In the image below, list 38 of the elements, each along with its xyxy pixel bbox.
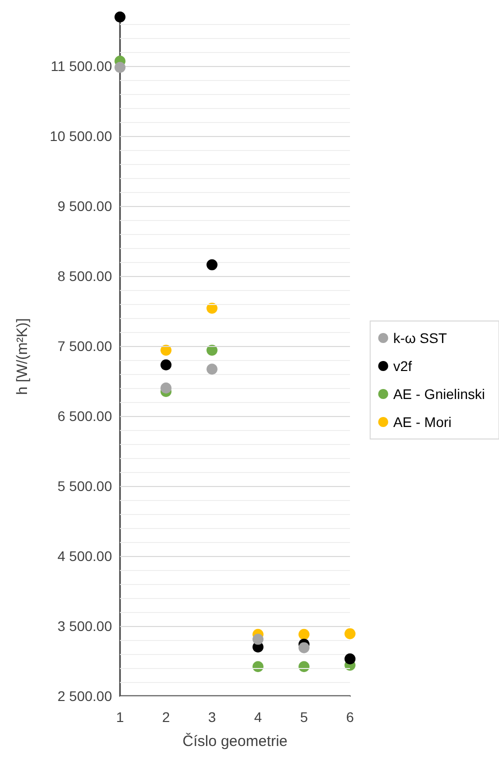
point	[206, 344, 218, 356]
y-tick-label: 11 500.00	[50, 58, 112, 74]
point	[252, 634, 264, 645]
x-tick-label: 4	[254, 709, 262, 725]
point	[206, 364, 218, 375]
point	[206, 259, 218, 270]
y-tick-label: 7 500.00	[58, 338, 112, 354]
point	[206, 302, 218, 314]
point	[114, 62, 126, 73]
x-tick-label: 3	[208, 709, 216, 725]
point	[298, 661, 310, 672]
x-tick-label: 1	[116, 709, 124, 725]
x-axis-title: Číslo geometrie	[182, 732, 288, 750]
point	[160, 344, 172, 356]
y-tick-label: 10 500.00	[50, 128, 112, 144]
point	[344, 653, 356, 664]
point	[344, 628, 356, 640]
point	[114, 12, 126, 22]
legend-label: v2f	[393, 358, 412, 374]
point	[298, 642, 310, 654]
point	[252, 661, 264, 672]
point	[160, 359, 172, 370]
x-tick-label: 6	[346, 709, 354, 725]
y-tick-label: 5 500.00	[58, 478, 112, 494]
point	[160, 382, 172, 394]
y-tick-label: 6 500.00	[58, 408, 112, 424]
y-tick-label: 3 500.00	[58, 618, 112, 634]
y-tick-label: 4 500.00	[58, 548, 112, 564]
point	[298, 628, 310, 640]
x-tick-label: 2	[162, 709, 170, 725]
x-tick-label: 5	[300, 709, 308, 725]
y-tick-label: 9 500.00	[58, 198, 112, 214]
legend-label: k-ω SST	[393, 330, 448, 346]
y-tick-label: 8 500.00	[58, 268, 112, 284]
legend-label: AE - Gnielinski	[393, 386, 486, 402]
legend-label: AE - Mori	[393, 414, 452, 430]
y-tick-label: 2 500.00	[58, 688, 112, 704]
y-axis-title: h [W/(m²K)]	[14, 318, 31, 395]
